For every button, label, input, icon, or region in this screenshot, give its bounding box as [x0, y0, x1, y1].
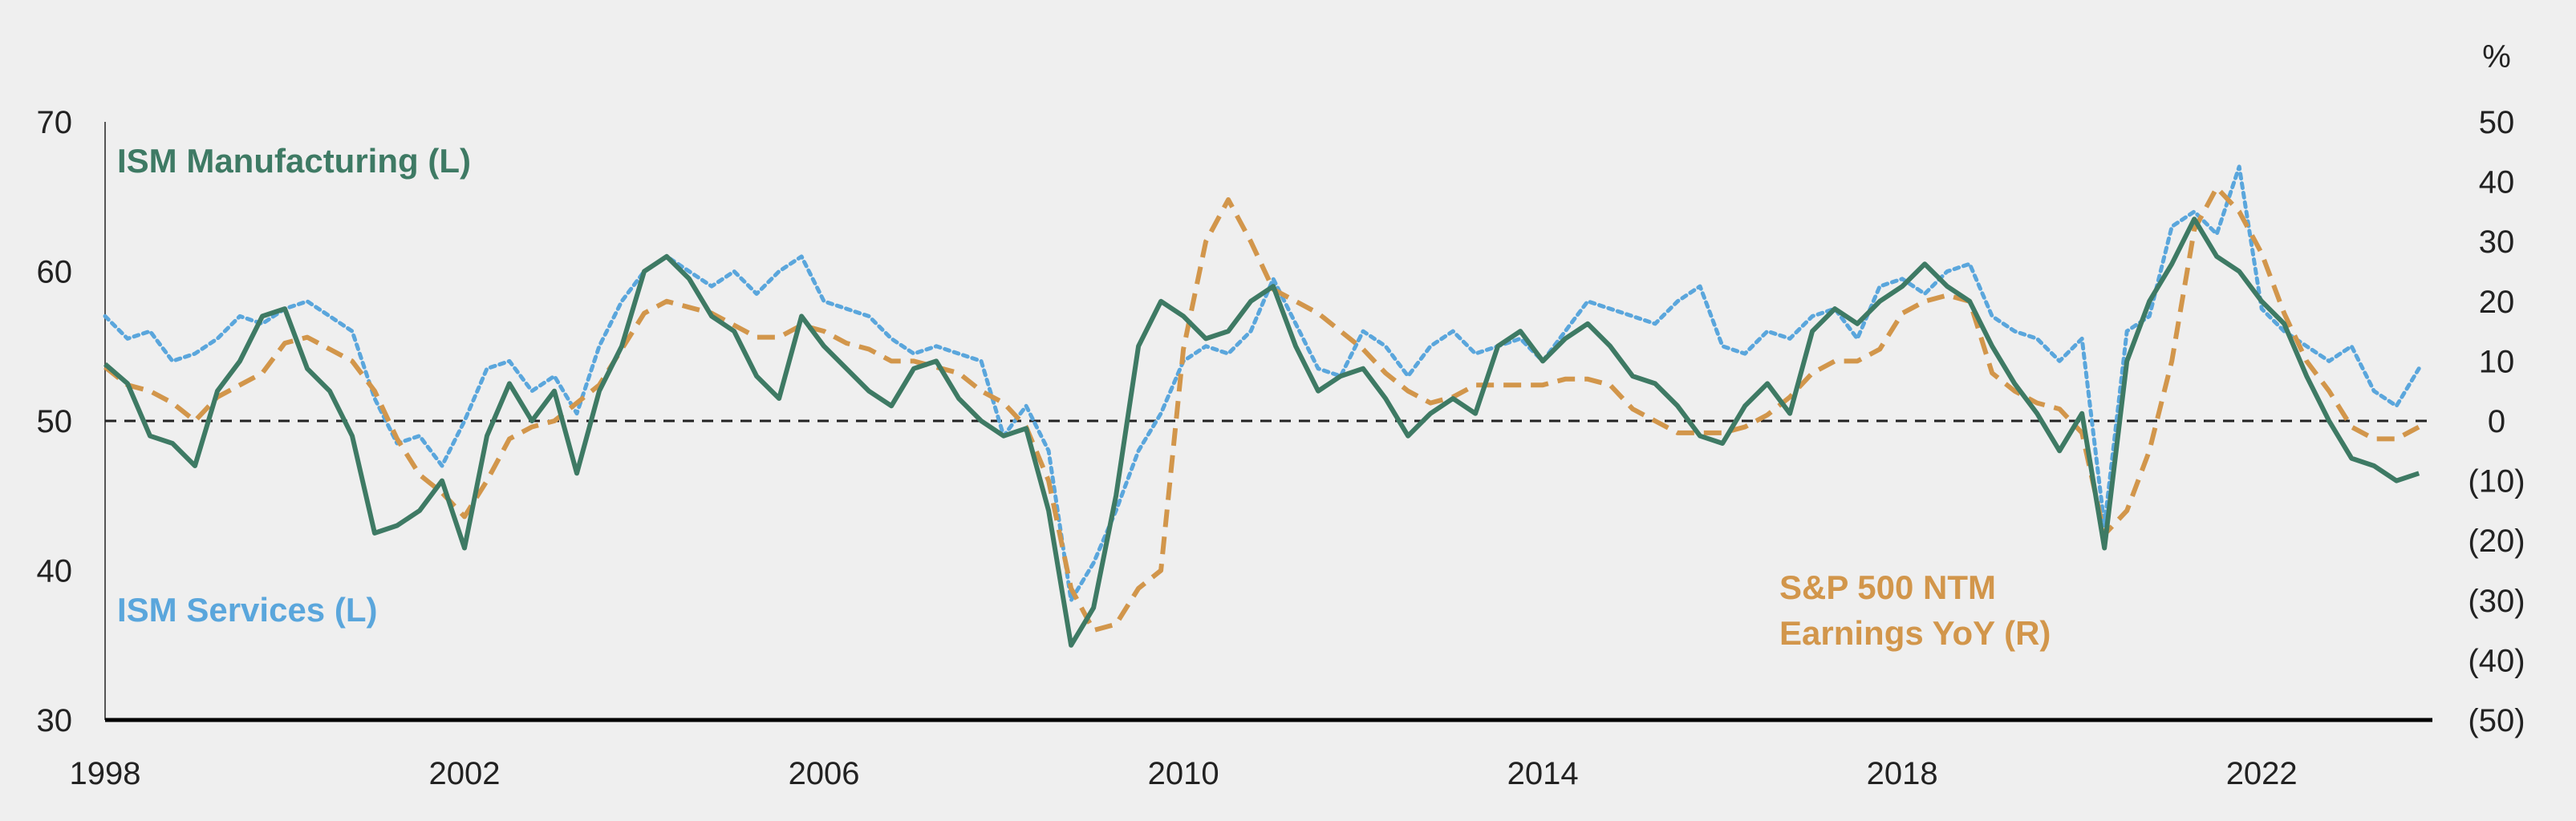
left-tick-label: 70 — [37, 105, 73, 140]
right-tick-label: (10) — [2468, 464, 2525, 499]
sp500-label-line2: Earnings YoY (R) — [1779, 614, 2051, 652]
ism-manufacturing-line — [103, 216, 2420, 648]
left-tick-label: 60 — [37, 255, 73, 290]
right-tick-label: (30) — [2468, 584, 2525, 619]
ism-manufacturing-label: ISM Manufacturing (L) — [117, 142, 471, 180]
right-tick-label: 40 — [2479, 165, 2515, 200]
right-tick-label: 50 — [2479, 105, 2515, 140]
left-tick-label: 50 — [37, 404, 73, 439]
x-tick-label: 2006 — [789, 756, 860, 791]
x-tick-label: 1998 — [70, 756, 141, 791]
ism-services-line — [103, 164, 2421, 603]
x-tick-label: 2010 — [1148, 756, 1219, 791]
right-tick-label: 0 — [2488, 404, 2505, 439]
ism-services-label: ISM Services (L) — [117, 591, 377, 629]
right-axis-unit: % — [2482, 39, 2511, 75]
right-tick-label: 30 — [2479, 224, 2515, 260]
right-tick-label: 10 — [2479, 344, 2515, 379]
sp500-label-line1: S&P 500 NTM — [1779, 568, 1996, 606]
x-tick-label: 2002 — [429, 756, 501, 791]
x-tick-label: 2014 — [1507, 756, 1579, 791]
x-tick-label: 2022 — [2226, 756, 2298, 791]
x-axis: 1998 2002 2006 2010 2014 2018 2022 — [70, 756, 2298, 791]
series-layer — [103, 164, 2421, 648]
right-tick-label: (40) — [2468, 643, 2525, 678]
right-axis: (50) (40) (30) (20) (10) 0 10 20 30 40 50 — [2468, 105, 2525, 738]
left-tick-label: 40 — [37, 554, 73, 589]
right-tick-label: (20) — [2468, 524, 2525, 559]
right-tick-label: 20 — [2479, 285, 2515, 320]
sp500-earnings-line — [103, 185, 2420, 633]
x-tick-label: 2018 — [1867, 756, 1938, 791]
left-tick-label: 30 — [37, 703, 73, 738]
right-tick-label: (50) — [2468, 703, 2525, 738]
left-axis: 30 40 50 60 70 — [37, 105, 73, 738]
